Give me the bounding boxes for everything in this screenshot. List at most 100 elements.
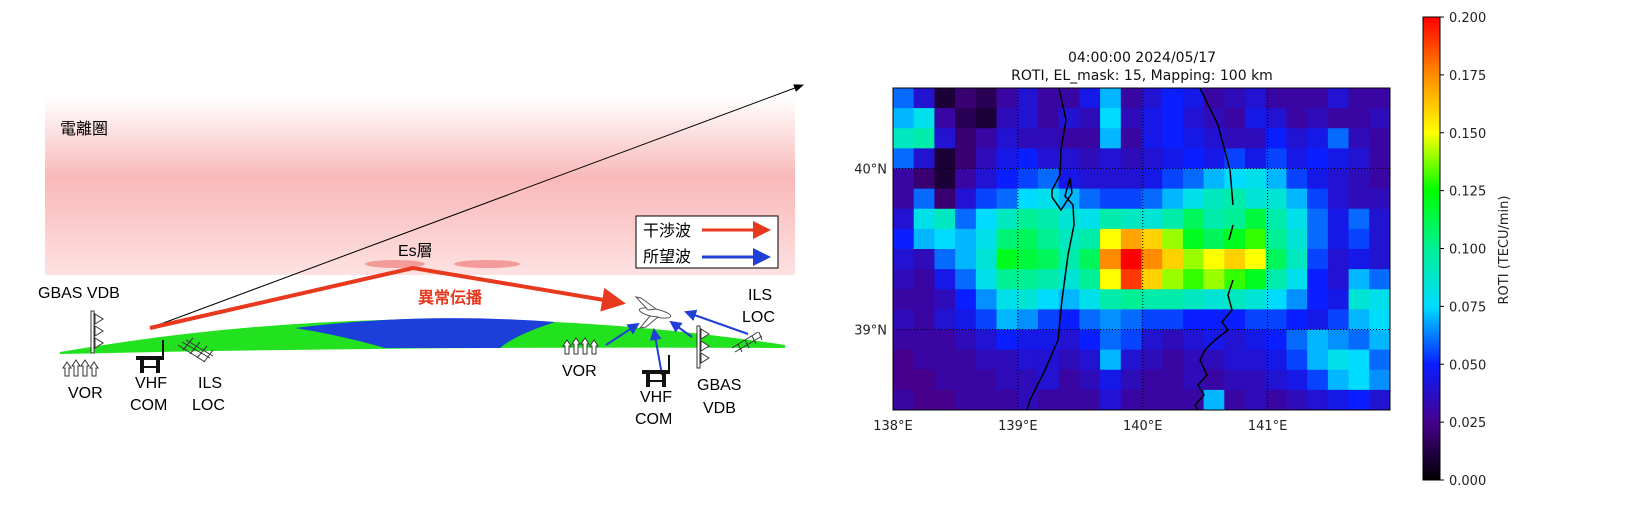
heatmap-cell (1307, 309, 1329, 330)
heatmap-cell (1286, 168, 1308, 190)
heatmap-cell (1182, 369, 1205, 391)
heatmap-cell (1265, 168, 1287, 190)
heatmap-cell (1017, 349, 1039, 371)
heatmap-cell (1141, 369, 1163, 391)
heatmap-cell (1079, 329, 1101, 351)
heatmap-cell (955, 349, 977, 371)
heatmap-cell (1100, 188, 1122, 210)
heatmap-cell (893, 389, 915, 411)
heatmap-cell (1100, 369, 1122, 391)
right-vor-label: VOR (562, 363, 597, 380)
heatmap-cell (1017, 309, 1039, 330)
heatmap-cell (1182, 128, 1205, 149)
heatmap-cell (1224, 208, 1246, 230)
heatmap-cell (996, 228, 1018, 250)
heatmap-cell (1037, 329, 1060, 351)
heatmap-cell (1286, 128, 1308, 149)
heatmap-cell (1079, 148, 1101, 169)
heatmap-cell (913, 249, 935, 270)
heatmap-cell (934, 309, 956, 330)
legend: 干渉波 所望波 (635, 215, 779, 269)
heatmap-cell (1307, 88, 1329, 109)
heatmap-cell (1224, 309, 1246, 330)
heatmap-cell (975, 128, 998, 149)
heatmap-cell (1182, 228, 1205, 250)
heatmap-cell (1245, 208, 1267, 230)
heatmap-cell (975, 389, 998, 411)
left-com-label: COM (130, 397, 167, 414)
heatmap-cell (975, 188, 998, 210)
heatmap-cell (1224, 289, 1246, 310)
heatmap-cell (1079, 309, 1101, 330)
heatmap-cell (1079, 269, 1101, 290)
colorbar (1422, 16, 1441, 481)
heatmap-cell (1203, 168, 1225, 190)
heatmap-cell (1245, 249, 1267, 270)
heatmap-cell (934, 148, 956, 169)
heatmap-cell (1037, 309, 1060, 330)
heatmap-cell (1162, 208, 1184, 230)
heatmap-cell (934, 329, 956, 351)
heatmap-cell (996, 208, 1018, 230)
x-tick-label: 141°E (1248, 419, 1288, 434)
heatmap-cell (1203, 269, 1225, 290)
heatmap-cell (975, 88, 998, 109)
heatmap-cell (1017, 188, 1039, 210)
heatmap-cell (893, 329, 915, 351)
heatmap-cell (1369, 188, 1391, 210)
heatmap-cell (1120, 249, 1142, 270)
heatmap-cell (1162, 269, 1184, 290)
heatmap-cell (1100, 389, 1122, 411)
heatmap-cell (893, 168, 915, 190)
heatmap-cell (1058, 88, 1080, 109)
heatmap-cell (996, 128, 1018, 149)
heatmap-cell (996, 168, 1018, 190)
colorbar-tick-label: 0.150 (1449, 127, 1486, 142)
heatmap-cell (1203, 289, 1225, 310)
heatmap-cell (1100, 228, 1122, 250)
heatmap-cell (975, 249, 998, 270)
heatmap-cell (1100, 88, 1122, 109)
heatmap-cell (1162, 389, 1184, 411)
heatmap-cell (1120, 168, 1142, 190)
right-vhf-label: VHF (640, 389, 672, 406)
heatmap-cell (1265, 148, 1287, 169)
heatmap-cell (1120, 309, 1142, 330)
heatmap-cell (1141, 128, 1163, 149)
heatmap-cell (1369, 88, 1391, 109)
heatmap-cell (1348, 228, 1370, 250)
heatmap-cell (1369, 329, 1391, 351)
heatmap-cell (1120, 289, 1142, 310)
heatmap-cell (1286, 389, 1308, 411)
heatmap-cell (1120, 128, 1142, 149)
heatmap-cell (1245, 289, 1267, 310)
heatmap-cell (1100, 349, 1122, 371)
heatmap-cell (1369, 269, 1391, 290)
heatmap-cell (1369, 249, 1391, 270)
heatmap-cell (1203, 148, 1225, 169)
heatmap-cell (1141, 188, 1163, 210)
heatmap-cell (1141, 168, 1163, 190)
heatmap-cell (1307, 249, 1329, 270)
heatmap-cell (1058, 389, 1080, 411)
heatmap-cell (1307, 349, 1329, 371)
heatmap-cell (1162, 369, 1184, 391)
right-vdb-label: VDB (703, 400, 736, 417)
heatmap-cell (934, 208, 956, 230)
heatmap-cell (1307, 369, 1329, 391)
heatmap-cell (1100, 108, 1122, 129)
heatmap-cell (1162, 228, 1184, 250)
heatmap-cell (996, 249, 1018, 270)
left-loc-label: LOC (192, 397, 225, 414)
y-tick-labels: 39°N 40°N (854, 163, 887, 339)
colorbar-tick-labels: 0.000 0.025 0.050 0.075 0.100 0.125 0.150 0.175… (1440, 11, 1486, 489)
heatmap-cell (955, 188, 977, 210)
heatmap-cell (934, 228, 956, 250)
heatmap-cell (1224, 188, 1246, 210)
heatmap-cell (1348, 188, 1370, 210)
colorbar-tick-label: 0.100 (1449, 243, 1486, 258)
heatmap-cell (1348, 309, 1370, 330)
heatmap-cell (1182, 389, 1205, 411)
heatmap-cell (913, 369, 935, 391)
heatmap-cell (1224, 88, 1246, 109)
